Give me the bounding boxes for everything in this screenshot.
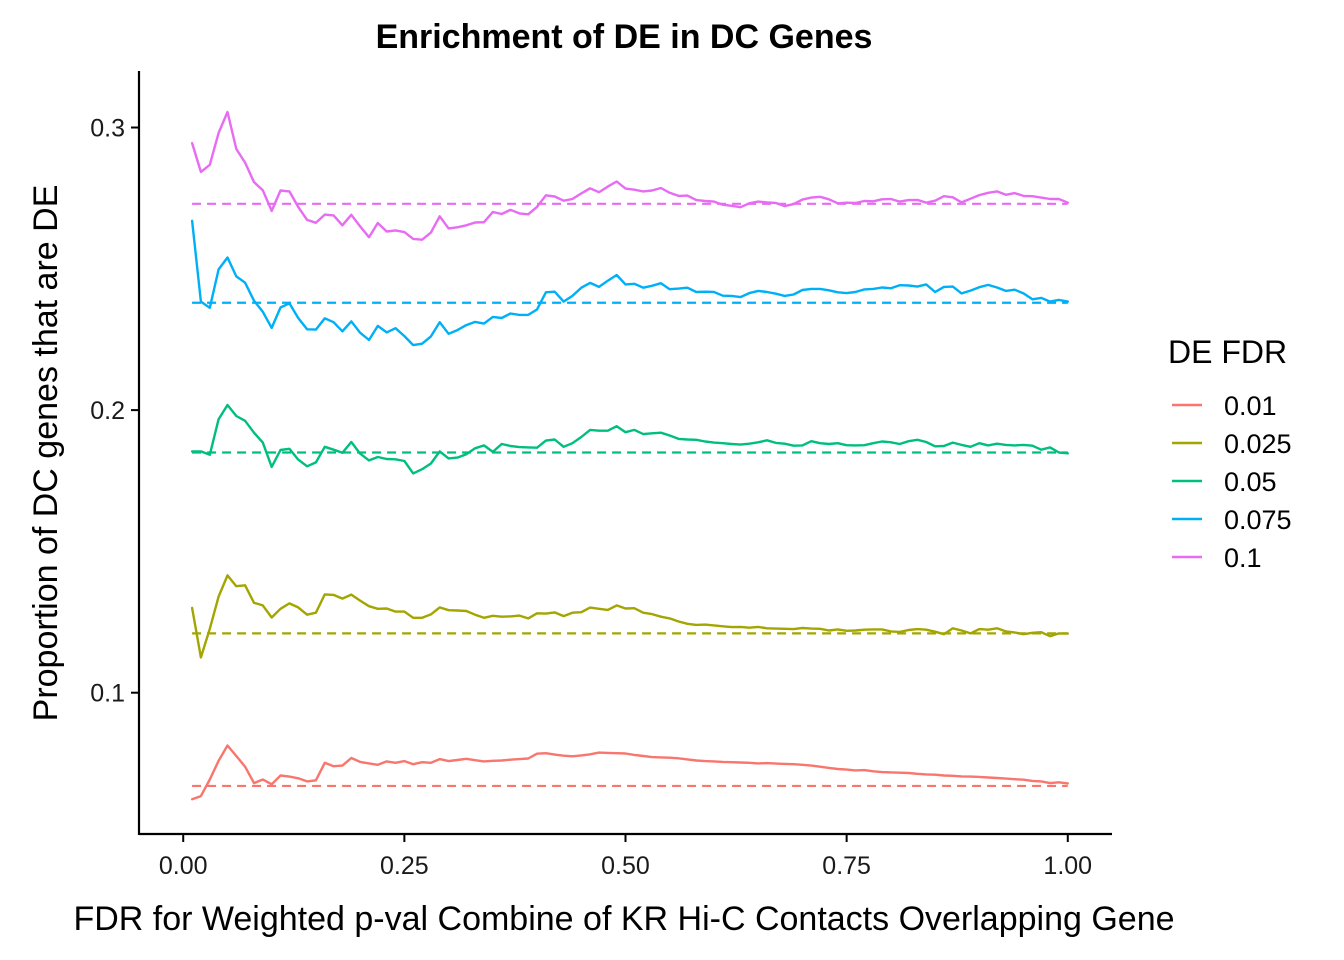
series-0.05 <box>190 403 1070 475</box>
plot-series-group <box>190 110 1070 801</box>
y-axis-title: Proportion of DC genes that are DE <box>27 185 65 722</box>
x-tick-label: 0.50 <box>601 852 650 880</box>
y-axis-ticks: 0.1 0.2 0.3 <box>90 115 139 708</box>
chart-title: Enrichment of DE in DC Genes <box>376 18 873 56</box>
line-0.01 <box>190 744 1070 801</box>
line-0.1 <box>190 110 1070 241</box>
legend-item-0.05: 0.05 <box>1172 467 1277 497</box>
legend-item-0.1: 0.1 <box>1172 543 1262 573</box>
y-tick-label: 0.2 <box>90 397 125 425</box>
line-0.05 <box>190 403 1070 475</box>
legend-item-0.075: 0.075 <box>1172 505 1292 535</box>
x-tick-label: 0.75 <box>822 852 871 880</box>
legend-label-0.075: 0.075 <box>1224 505 1292 535</box>
legend-label-0.01: 0.01 <box>1224 391 1277 421</box>
y-tick-label: 0.1 <box>90 680 125 708</box>
series-0.025 <box>190 574 1070 659</box>
line-0.025 <box>190 574 1070 659</box>
legend-label-0.1: 0.1 <box>1224 543 1262 573</box>
series-0.1 <box>190 110 1070 241</box>
legend-item-0.01: 0.01 <box>1172 391 1277 421</box>
legend-label-0.025: 0.025 <box>1224 429 1292 459</box>
line-0.075 <box>190 219 1070 347</box>
x-axis-ticks: 0.00 0.25 0.50 0.75 1.00 <box>159 834 1092 880</box>
legend-item-0.025: 0.025 <box>1172 429 1292 459</box>
x-tick-label: 0.25 <box>380 852 429 880</box>
legend-label-0.05: 0.05 <box>1224 467 1277 497</box>
series-0.01 <box>190 744 1070 801</box>
series-0.075 <box>190 219 1070 347</box>
x-tick-label: 1.00 <box>1043 852 1092 880</box>
legend: DE FDR 0.01 0.025 0.05 0.075 0.1 <box>1168 334 1292 573</box>
legend-title: DE FDR <box>1168 334 1287 370</box>
y-tick-label: 0.3 <box>90 115 125 143</box>
x-axis-title: FDR for Weighted p-val Combine of KR Hi-… <box>73 900 1174 938</box>
x-tick-label: 0.00 <box>159 852 208 880</box>
